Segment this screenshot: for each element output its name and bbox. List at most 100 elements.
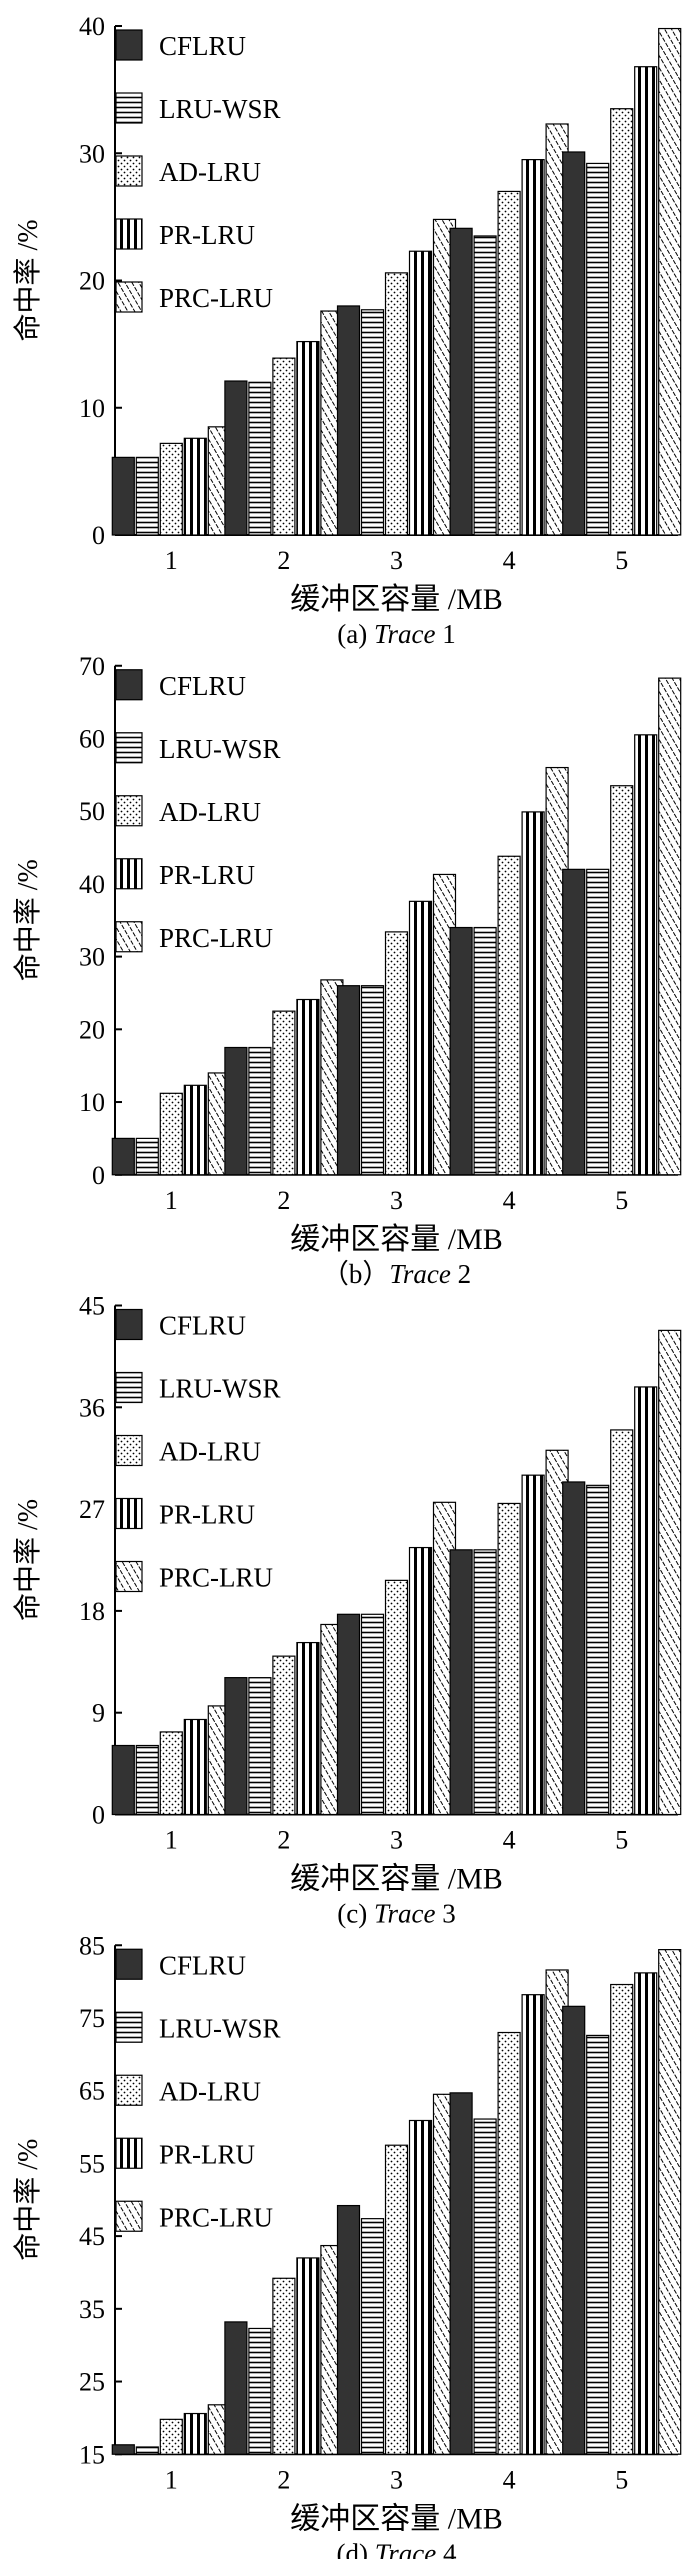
x-tick-label: 3 <box>390 1826 403 1855</box>
y-axis-title: 命中率 /% <box>12 219 44 341</box>
x-axis-title: 缓冲区容量 /MB <box>290 1863 503 1896</box>
legend-label-prc-lru: PRC-LRU <box>159 2202 273 2232</box>
y-tick-label: 55 <box>79 2149 105 2178</box>
bar-cflru-4 <box>449 926 473 1176</box>
legend-swatch-cflru <box>115 669 143 701</box>
legend-label-lru-wsr: LRU-WSR <box>159 2013 281 2043</box>
bar-pr-lru-5 <box>634 1386 658 1816</box>
x-tick-label: 4 <box>503 1186 516 1215</box>
bar-pr-lru-1 <box>183 437 207 536</box>
bar-lru-wsr-1 <box>135 1137 159 1176</box>
x-tick-label: 3 <box>390 1186 403 1215</box>
legend-swatch-cflru <box>115 1948 143 1980</box>
y-tick-label: 10 <box>79 1088 105 1117</box>
bar-pr-lru-1 <box>183 2412 207 2455</box>
bar-lru-wsr-3 <box>360 1613 385 1816</box>
x-tick-label: 4 <box>503 2465 516 2494</box>
y-axis-title: 命中率 /% <box>12 2139 44 2261</box>
bar-pr-lru-3 <box>408 1546 433 1816</box>
legend-label-pr-lru: PR-LRU <box>159 860 255 890</box>
bar-pr-lru-3 <box>408 900 433 1176</box>
panel-caption: (d) Trace 4 <box>337 2538 458 2559</box>
bar-lru-wsr-5 <box>586 162 610 536</box>
bar-lru-wsr-1 <box>135 456 159 536</box>
legend-label-pr-lru: PR-LRU <box>159 2139 255 2169</box>
legend-swatch-pr-lru <box>115 218 143 250</box>
legend-label-ad-lru: AD-LRU <box>159 157 261 187</box>
y-tick-label: 85 <box>79 1931 105 1960</box>
legend-label-cflru: CFLRU <box>159 671 246 701</box>
y-tick-label: 75 <box>79 2004 105 2033</box>
x-tick-label: 1 <box>165 1186 178 1215</box>
x-axis-title: 缓冲区容量 /MB <box>290 1223 503 1256</box>
bar-pr-lru-4 <box>521 159 545 536</box>
legend-swatch-lru-wsr <box>115 1371 143 1404</box>
bar-ad-lru-3 <box>384 1579 409 1816</box>
legend-swatch-lru-wsr <box>115 2011 143 2043</box>
bar-prc-lru-5 <box>658 677 682 1176</box>
y-tick-label: 0 <box>92 1801 105 1830</box>
y-tick-label: 36 <box>79 1393 105 1422</box>
y-tick-label: 25 <box>79 2368 105 2397</box>
x-tick-label: 5 <box>615 1186 628 1215</box>
bar-pr-lru-4 <box>521 1474 545 1816</box>
bar-ad-lru-2 <box>272 2277 296 2455</box>
bar-cflru-3 <box>336 985 361 1176</box>
legend-label-prc-lru: PRC-LRU <box>159 283 273 313</box>
bar-pr-lru-2 <box>296 1641 320 1816</box>
x-tick-label: 1 <box>165 546 178 575</box>
bar-cflru-3 <box>336 2204 361 2455</box>
bar-pr-lru-1 <box>183 1718 207 1816</box>
bar-ad-lru-3 <box>384 272 409 536</box>
legend-swatch-prc-lru <box>115 2200 143 2232</box>
legend-label-cflru: CFLRU <box>159 1311 246 1341</box>
legend-swatch-cflru <box>115 29 143 61</box>
bar-lru-wsr-5 <box>586 2034 610 2455</box>
x-tick-label: 4 <box>503 1826 516 1855</box>
bar-ad-lru-3 <box>384 931 409 1176</box>
bar-cflru-1 <box>111 1744 135 1816</box>
x-tick-label: 2 <box>277 2465 290 2494</box>
y-tick-label: 40 <box>79 12 105 41</box>
bar-cflru-5 <box>562 151 586 536</box>
y-tick-label: 45 <box>79 2222 105 2251</box>
y-tick-label: 30 <box>79 139 105 168</box>
y-tick-label: 40 <box>79 870 105 899</box>
legend-label-ad-lru: AD-LRU <box>159 1437 261 1467</box>
legend-swatch-ad-lru <box>115 1434 143 1467</box>
bar-lru-wsr-4 <box>473 1549 497 1816</box>
bar-lru-wsr-5 <box>586 868 610 1176</box>
bar-lru-wsr-4 <box>473 926 497 1176</box>
legend-label-prc-lru: PRC-LRU <box>159 923 273 953</box>
bar-cflru-2 <box>224 1677 248 1816</box>
bar-prc-lru-5 <box>658 1329 682 1816</box>
bar-cflru-1 <box>111 456 135 536</box>
x-tick-label: 1 <box>165 2465 178 2494</box>
bar-prc-lru-5 <box>658 1949 682 2455</box>
bar-lru-wsr-5 <box>586 1484 610 1816</box>
legend-swatch-lru-wsr <box>115 92 143 124</box>
y-tick-label: 70 <box>79 652 105 681</box>
bar-lru-wsr-3 <box>360 2218 385 2455</box>
bar-pr-lru-5 <box>634 66 658 536</box>
bar-lru-wsr-2 <box>248 1677 272 1816</box>
bar-ad-lru-1 <box>159 1731 183 1816</box>
bar-cflru-5 <box>562 868 586 1176</box>
bar-ad-lru-2 <box>272 1010 296 1176</box>
x-axis-title: 缓冲区容量 /MB <box>290 2502 503 2535</box>
bar-pr-lru-2 <box>296 340 320 536</box>
bar-pr-lru-5 <box>634 734 658 1176</box>
legend-label-pr-lru: PR-LRU <box>159 1500 255 1530</box>
legend-swatch-pr-lru <box>115 2137 143 2169</box>
bar-lru-wsr-1 <box>135 1744 159 1816</box>
legend-label-lru-wsr: LRU-WSR <box>159 94 281 124</box>
x-tick-label: 4 <box>503 546 516 575</box>
x-tick-label: 3 <box>390 546 403 575</box>
bar-cflru-2 <box>224 2321 248 2455</box>
bar-ad-lru-5 <box>610 1429 634 1816</box>
legend-label-pr-lru: PR-LRU <box>159 220 255 250</box>
bar-pr-lru-3 <box>408 250 433 536</box>
y-tick-label: 0 <box>92 521 105 550</box>
